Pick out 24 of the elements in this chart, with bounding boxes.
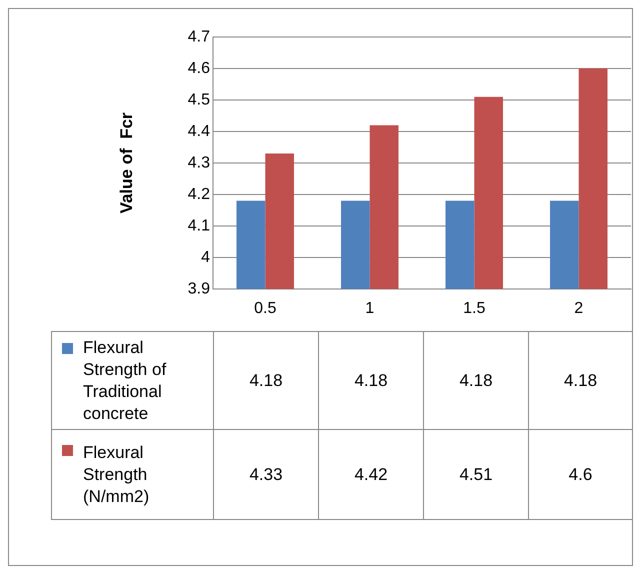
data-label: 4.18: [213, 331, 319, 430]
y-tick-label: 4.2: [188, 186, 210, 203]
data-label: 4.33: [213, 429, 319, 520]
y-tick-label: 4.6: [188, 60, 210, 77]
y-tick-label: 4.7: [188, 28, 210, 46]
y-tick-label: 4.1: [188, 217, 210, 234]
x-tick-label: 0.5: [254, 300, 276, 318]
y-tick-label: 3.9: [188, 280, 210, 298]
data-label: 4.18: [318, 331, 424, 430]
data-label: 4.51: [423, 429, 529, 520]
x-tick-label: 1.5: [463, 300, 486, 318]
y-tick-label: 4.5: [188, 91, 210, 108]
legend-label: Flexural Strength (N/mm2): [83, 442, 150, 508]
y-tick-label: 4: [201, 248, 210, 266]
data-label: 4.18: [423, 331, 529, 430]
y-tick-label: 4.4: [188, 122, 210, 140]
y-axis-title: Value of Fcr: [116, 112, 136, 214]
x-tick-label: 1: [365, 300, 374, 318]
data-label: 4.42: [318, 429, 424, 520]
data-label: 4.18: [528, 331, 633, 430]
x-tick-label: 2: [574, 300, 584, 318]
legend-label: Flexural Strength of Traditional concrete: [83, 336, 168, 424]
y-tick-label: 4.3: [188, 154, 210, 172]
data-label: 4.6: [528, 429, 633, 520]
